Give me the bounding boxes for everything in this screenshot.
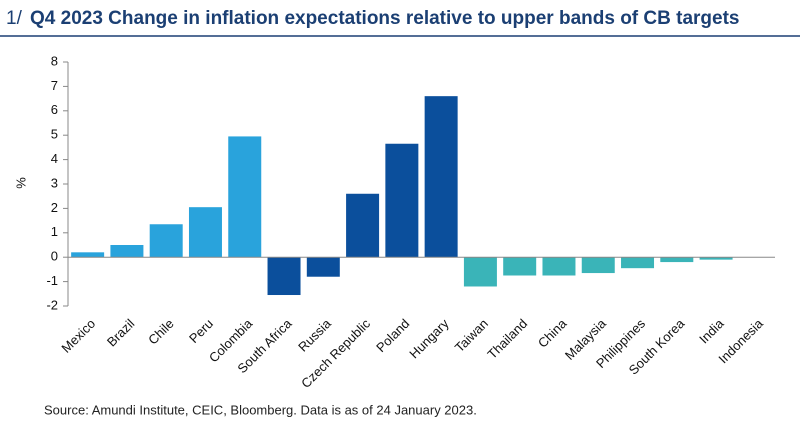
x-tick-label: Czech Republic bbox=[298, 316, 373, 391]
source-note: Source: Amundi Institute, CEIC, Bloomber… bbox=[44, 402, 477, 417]
y-tick-label: 0 bbox=[51, 249, 58, 264]
bar bbox=[503, 257, 537, 276]
y-tick-label: 3 bbox=[51, 175, 58, 190]
y-tick-label: 8 bbox=[51, 53, 58, 68]
bar bbox=[346, 193, 380, 258]
bar bbox=[267, 257, 301, 296]
x-tick-label: Hungary bbox=[406, 316, 452, 362]
bar bbox=[228, 136, 262, 258]
bar bbox=[71, 252, 105, 258]
chart-title: Q4 2023 Change in inflation expectations… bbox=[30, 8, 740, 29]
title-prefix: 1/ bbox=[6, 8, 23, 29]
y-tick-label: -1 bbox=[46, 273, 58, 288]
x-tick-label: Brazil bbox=[104, 316, 138, 350]
y-tick-label: -2 bbox=[46, 297, 58, 312]
bar bbox=[188, 207, 222, 258]
y-tick-label: 4 bbox=[51, 151, 58, 166]
y-axis-label: % bbox=[13, 177, 28, 189]
x-tick-label: India bbox=[696, 315, 727, 346]
bar bbox=[542, 257, 576, 276]
x-tick-label: Peru bbox=[186, 316, 216, 346]
bar bbox=[660, 257, 694, 263]
y-tick-label: 1 bbox=[51, 224, 58, 239]
y-tick-label: 2 bbox=[51, 200, 58, 215]
bar bbox=[699, 257, 733, 260]
bar bbox=[424, 96, 458, 258]
x-tick-label: Thailand bbox=[484, 316, 530, 362]
bar bbox=[463, 257, 497, 287]
y-tick-label: 7 bbox=[51, 78, 58, 93]
x-tick-label: China bbox=[535, 315, 570, 350]
bar bbox=[621, 257, 655, 269]
bar bbox=[149, 224, 183, 258]
y-tick-label: 6 bbox=[51, 102, 58, 117]
x-tick-label: Mexico bbox=[58, 316, 98, 356]
y-tick-label: 5 bbox=[51, 127, 58, 142]
bar bbox=[306, 257, 340, 277]
bar bbox=[581, 257, 615, 274]
x-tick-label: Chile bbox=[145, 316, 177, 348]
bar bbox=[385, 143, 419, 258]
bar bbox=[110, 245, 144, 258]
